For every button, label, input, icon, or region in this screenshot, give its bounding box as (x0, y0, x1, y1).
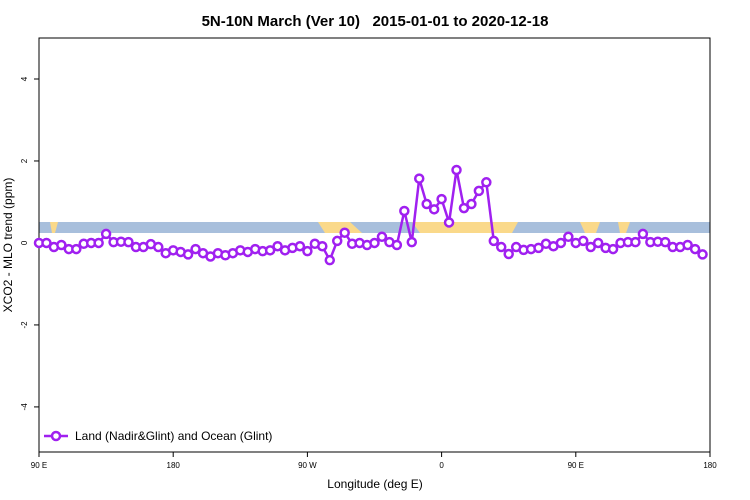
data-point (406, 236, 418, 248)
data-point (71, 243, 82, 255)
data-point (294, 240, 306, 252)
y-axis-label: XCO2 - MLO trend (ppm) (1, 178, 15, 313)
data-point (272, 240, 283, 252)
x-tick-label: 0 (439, 461, 444, 470)
x-tick-label: 90 E (568, 461, 584, 470)
data-point (428, 204, 440, 215)
data-point (421, 198, 432, 210)
data-point (100, 228, 112, 240)
data-point (503, 248, 514, 260)
data-point (637, 228, 649, 240)
data-point (488, 235, 500, 247)
y-tick-label: -4 (20, 403, 29, 411)
data-point (41, 237, 52, 249)
data-point (682, 239, 693, 251)
data-point (697, 249, 708, 260)
data-point (533, 242, 544, 254)
land (580, 222, 600, 233)
data-point (578, 235, 589, 247)
x-axis-label: Longitude (deg E) (327, 477, 422, 491)
y-tick-label: 4 (20, 76, 29, 81)
legend-label: Land (Nadir&Glint) and Ocean (Glint) (75, 429, 272, 443)
data-point (264, 245, 276, 256)
land (618, 222, 630, 233)
data-point (413, 173, 425, 184)
land (50, 222, 58, 233)
data-point (563, 231, 574, 243)
land (412, 222, 518, 233)
y-tick-label: 0 (20, 240, 29, 245)
data-point (443, 217, 455, 228)
data-point (376, 231, 388, 243)
y-tick-label: -2 (20, 321, 29, 329)
data-point (458, 202, 470, 214)
data-point (369, 237, 380, 249)
data-point (93, 237, 104, 249)
data-point (302, 245, 313, 257)
data-point (555, 237, 567, 249)
data-point (630, 236, 641, 248)
x-tick-label: 90 W (298, 461, 317, 470)
data-point (339, 227, 350, 238)
data-point (689, 243, 701, 255)
x-tick-label: 90 E (31, 461, 47, 470)
x-tick-label: 180 (703, 461, 717, 470)
data-point (436, 193, 447, 205)
map-strip (39, 222, 710, 233)
data-point (399, 205, 410, 217)
data-point (473, 185, 485, 197)
data-point (56, 239, 67, 251)
data-point (660, 236, 671, 248)
data-point (451, 164, 462, 176)
data-point (391, 239, 403, 251)
data-point (495, 241, 507, 253)
data-point (466, 198, 477, 210)
data-point (123, 236, 134, 248)
data-point (182, 249, 194, 260)
data-point (607, 243, 619, 255)
data-point (317, 240, 328, 252)
data-point (324, 254, 336, 266)
data-point (585, 241, 596, 253)
y-tick-label: 2 (20, 158, 29, 163)
chart-title: 5N-10N March (Ver 10) 2015-01-01 to 2020… (202, 13, 549, 30)
x-tick-label: 180 (167, 461, 181, 470)
data-point (481, 177, 492, 188)
data-point (331, 235, 343, 247)
data-point (592, 237, 604, 249)
legend-marker (50, 430, 62, 442)
ocean-band (39, 222, 710, 233)
data-point (153, 241, 164, 253)
data-point (190, 243, 201, 255)
land (318, 222, 362, 233)
